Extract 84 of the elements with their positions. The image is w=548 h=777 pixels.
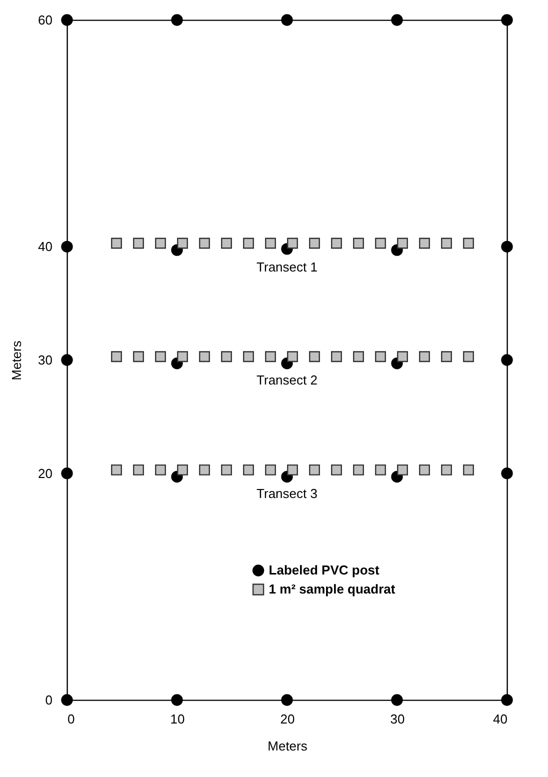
- point: [243, 464, 254, 476]
- x-tick-label: 40: [493, 712, 508, 726]
- point: [397, 238, 408, 249]
- x-axis-title: Meters: [268, 738, 308, 754]
- point: [331, 464, 342, 476]
- point: [463, 238, 474, 249]
- point: [243, 238, 254, 249]
- point: [133, 238, 144, 249]
- point: [221, 238, 232, 249]
- y-tick-label: 0: [45, 692, 52, 708]
- point: [177, 238, 188, 249]
- point: [501, 14, 513, 26]
- point: [171, 14, 183, 26]
- point: [133, 351, 144, 362]
- x-tick-label: 0: [68, 712, 75, 726]
- point: [397, 464, 408, 476]
- point: [199, 351, 210, 362]
- x-tick-label: 30: [390, 712, 405, 726]
- point: [309, 238, 320, 249]
- legend-label: 1 m² sample quadrat: [268, 582, 396, 596]
- point: [375, 351, 386, 362]
- point: [199, 238, 210, 249]
- point: [419, 238, 430, 249]
- point: [501, 240, 513, 252]
- point: [155, 238, 166, 249]
- annotation: Transect 3: [256, 486, 318, 501]
- point: [61, 14, 73, 26]
- x-tick-label: 20: [280, 712, 295, 726]
- point: [61, 694, 73, 706]
- point: [375, 464, 386, 476]
- point: [199, 464, 210, 476]
- point: [133, 464, 144, 476]
- point: [281, 694, 293, 706]
- point: [501, 354, 513, 366]
- point: [441, 238, 452, 249]
- point: [221, 351, 232, 362]
- point: [441, 464, 452, 476]
- point: [111, 238, 122, 249]
- point: [309, 464, 320, 476]
- y-axis-title: Meters: [9, 340, 24, 380]
- point: [397, 351, 408, 362]
- point: [111, 464, 122, 476]
- point: [463, 464, 474, 476]
- point: [177, 351, 188, 362]
- point: [419, 464, 430, 476]
- point: [61, 468, 73, 480]
- point: [61, 354, 73, 366]
- point: [265, 351, 276, 362]
- point: [391, 694, 403, 706]
- point: [331, 238, 342, 249]
- point: [265, 238, 276, 249]
- point: [375, 238, 386, 249]
- point: [463, 351, 474, 362]
- point: [221, 464, 232, 476]
- y-tick-label: 60: [38, 12, 52, 28]
- legend-label: Labeled PVC post: [268, 562, 380, 578]
- point: [287, 238, 298, 249]
- point: [501, 694, 513, 706]
- point: [391, 14, 403, 26]
- annotation: Transect 2: [256, 372, 318, 388]
- point: [177, 464, 188, 476]
- point: [501, 468, 513, 480]
- x-tick-label: 10: [170, 712, 185, 726]
- y-tick-label: 30: [38, 352, 52, 368]
- point: [61, 240, 73, 252]
- point: [287, 351, 298, 362]
- point: [353, 464, 364, 476]
- point: [243, 351, 254, 362]
- point: [287, 464, 298, 476]
- point: [111, 351, 122, 362]
- point: [281, 14, 293, 26]
- point: [331, 351, 342, 362]
- point: [353, 351, 364, 362]
- point: [265, 464, 276, 476]
- annotation: Transect 1: [256, 259, 318, 274]
- point: [309, 351, 320, 362]
- point: [171, 694, 183, 706]
- point: [441, 351, 452, 362]
- y-tick-label: 20: [38, 466, 52, 481]
- point: [419, 351, 430, 362]
- point: [155, 464, 166, 476]
- y-tick-label: 40: [38, 239, 52, 254]
- point: [155, 351, 166, 362]
- point: [353, 238, 364, 249]
